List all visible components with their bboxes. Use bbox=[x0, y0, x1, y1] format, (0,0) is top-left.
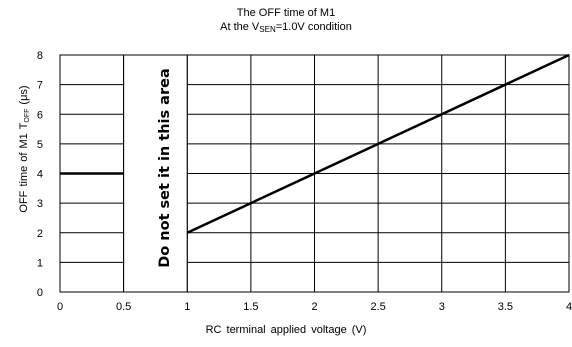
x-tick-label: 0 bbox=[57, 301, 63, 313]
x-tick-label: 4 bbox=[566, 301, 572, 313]
y-axis-label-subscript: OFF bbox=[24, 108, 31, 123]
subtitle-prefix: At the V bbox=[220, 21, 260, 33]
x-tick-label: 3 bbox=[439, 301, 445, 313]
y-tick-label: 6 bbox=[37, 109, 43, 121]
x-tick-label: 2 bbox=[311, 301, 317, 313]
y-tick-label: 4 bbox=[37, 169, 43, 181]
chart-subtitle: At the VSEN=1.0V condition bbox=[0, 20, 572, 37]
y-tick-label: 1 bbox=[37, 257, 43, 269]
x-tick-label: 3.5 bbox=[498, 301, 513, 313]
excluded-region-note: Do not set it in this area bbox=[157, 68, 173, 268]
y-axis-label-suffix: (μs) bbox=[18, 85, 30, 109]
y-axis-label: OFF time of M1 TOFF (μs) bbox=[18, 59, 31, 239]
x-tick-label: 1.5 bbox=[243, 301, 258, 313]
x-tick-label: 2.5 bbox=[370, 301, 385, 313]
y-tick-label: 5 bbox=[37, 139, 43, 151]
y-tick-label: 8 bbox=[37, 50, 43, 62]
excluded-region bbox=[124, 55, 187, 292]
x-axis-label: RC terminal applied voltage (V) bbox=[205, 324, 367, 336]
x-tick-label: 0.5 bbox=[116, 301, 131, 313]
x-tick-label: 1 bbox=[184, 301, 190, 313]
y-tick-label: 7 bbox=[37, 80, 43, 92]
y-axis-label-prefix: OFF time of M1 T bbox=[18, 122, 30, 213]
chart-title: The OFF time of M1 bbox=[236, 7, 336, 19]
series-line-2 bbox=[186, 53, 570, 234]
y-tick-label: 0 bbox=[37, 287, 43, 299]
subtitle-suffix: =1.0V condition bbox=[275, 21, 352, 33]
y-tick-label: 3 bbox=[37, 198, 43, 210]
y-tick-label: 2 bbox=[37, 228, 43, 240]
subtitle-subscript: SEN bbox=[259, 25, 276, 34]
